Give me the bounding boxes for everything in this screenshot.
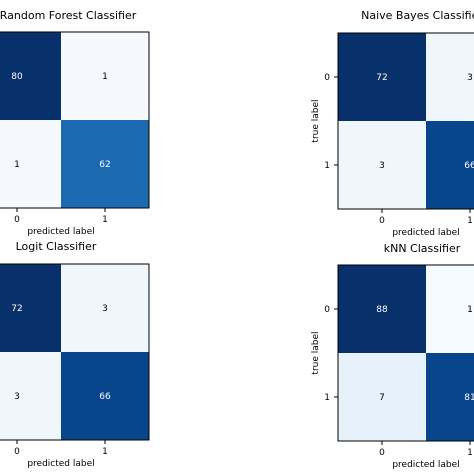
cell-value: 1 <box>102 72 108 82</box>
axes-frame <box>337 32 474 210</box>
confusion-panel-3: kNN Classifier 88 1 7 81 0 1 0 1 predicted label t… <box>311 242 474 470</box>
cell-value: 1 <box>467 305 473 315</box>
matrix-cell <box>61 32 149 120</box>
x-tick-label: 1 <box>467 448 473 458</box>
matrix-cell <box>338 33 426 121</box>
y-axis-label: true label <box>311 99 321 142</box>
axes-frame <box>0 31 150 209</box>
x-tick-label: 0 <box>14 215 20 225</box>
matrix-cell <box>61 120 149 208</box>
cell-value: 1 <box>14 160 20 170</box>
cell-value: 72 <box>11 304 22 314</box>
matrix-cell <box>426 353 474 441</box>
x-tick-label: 1 <box>102 447 108 457</box>
cell-value: 3 <box>14 392 20 402</box>
chart-title: Random Forest Classifier <box>0 9 137 22</box>
matrix-cell <box>61 352 149 440</box>
x-axis-label: predicted label <box>27 459 94 469</box>
y-axis-label: true label <box>311 331 321 374</box>
matrix-cell <box>426 265 474 353</box>
cell-value: 7 <box>379 393 385 403</box>
x-tick-label: 0 <box>379 216 385 226</box>
matrix-cell <box>426 121 474 209</box>
x-tick-label: 1 <box>102 215 108 225</box>
axes-frame <box>337 264 474 442</box>
cell-value: 3 <box>102 304 108 314</box>
cell-value: 66 <box>464 161 474 171</box>
cell-value: 80 <box>11 72 23 82</box>
y-tick-label: 0 <box>324 73 330 83</box>
chart-title: Logit Classifier <box>16 240 97 253</box>
x-axis-label: predicted label <box>392 460 459 470</box>
x-axis-label: predicted label <box>392 228 459 238</box>
matrix-cell <box>0 352 61 440</box>
confusion-panel-2: Logit Classifier 72 3 3 66 0 1 predicted label <box>0 240 150 469</box>
x-tick-label: 0 <box>379 448 385 458</box>
matrix-cell <box>338 121 426 209</box>
cell-value: 3 <box>379 161 385 171</box>
matrix-cell <box>338 265 426 353</box>
matrix-cell <box>0 264 61 352</box>
axes-frame <box>0 263 150 441</box>
y-tick-label: 1 <box>324 393 330 403</box>
y-tick-label: 1 <box>324 161 330 171</box>
cell-value: 81 <box>464 393 474 403</box>
y-tick-label: 0 <box>324 305 330 315</box>
chart-title: Naive Bayes Classifier <box>361 9 474 22</box>
confusion-panel-1: Naive Bayes Classifier 72 3 3 66 0 1 0 1 predicte… <box>311 9 474 238</box>
matrix-cell <box>0 120 61 208</box>
matrix-cell <box>0 32 61 120</box>
x-tick-label: 1 <box>467 216 473 226</box>
confusion-panel-0: Random Forest Classifier 80 1 1 62 0 1 predicte… <box>0 9 150 237</box>
matrix-cell <box>61 264 149 352</box>
cell-value: 62 <box>99 160 110 170</box>
x-axis-label: predicted label <box>27 227 94 237</box>
x-tick-label: 0 <box>14 447 20 457</box>
matrix-cell <box>426 33 474 121</box>
cell-value: 3 <box>467 73 473 83</box>
cell-value: 88 <box>376 305 388 315</box>
matrix-cell <box>338 353 426 441</box>
cell-value: 72 <box>376 73 387 83</box>
chart-title: kNN Classifier <box>384 242 461 255</box>
cell-value: 66 <box>99 392 111 402</box>
